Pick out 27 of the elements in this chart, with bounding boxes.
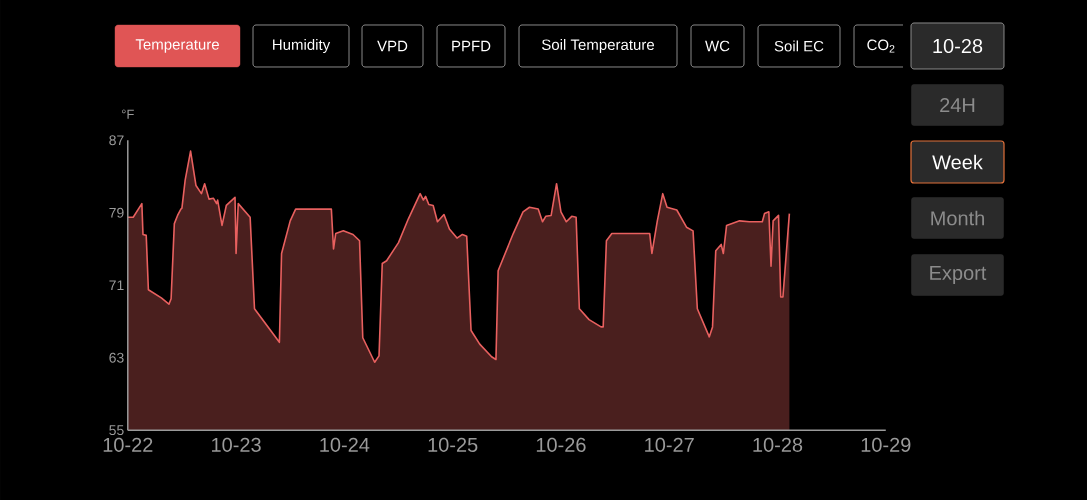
y-tick-label: 87 <box>109 135 124 146</box>
y-tick-label: 71 <box>109 280 124 291</box>
text: Export <box>930 266 987 284</box>
text: Temperature <box>135 39 219 53</box>
y-axis-title: °F <box>121 109 134 119</box>
text: Humidity <box>273 39 331 53</box>
x-tick-label: 10-23 <box>212 437 261 452</box>
y-tick-label: 79 <box>109 207 124 218</box>
x-tick-label: 10-28 <box>753 437 803 452</box>
text: Soil EC <box>774 40 824 52</box>
x-tick-label: 10-22 <box>103 437 153 452</box>
y-tick-label: 55 <box>109 425 124 436</box>
text: 10-28 <box>933 38 983 54</box>
x-tick-label: 10-24 <box>320 437 370 452</box>
text: PPFD <box>452 40 491 52</box>
x-tick-label: 10-25 <box>428 437 478 452</box>
x-tick-label: 10-29 <box>861 437 911 452</box>
y-tick-label: 63 <box>109 352 124 363</box>
text: WC <box>705 40 730 52</box>
text: VPD <box>377 40 408 52</box>
text: 24H <box>940 98 975 112</box>
text: Week <box>932 154 983 170</box>
text: Month <box>931 210 984 226</box>
x-tick-label: 10-27 <box>645 437 694 452</box>
text: CO$_{2}$ <box>867 39 895 53</box>
x-tick-label: 10-26 <box>536 437 586 452</box>
text: Soil Temperature <box>541 39 655 53</box>
